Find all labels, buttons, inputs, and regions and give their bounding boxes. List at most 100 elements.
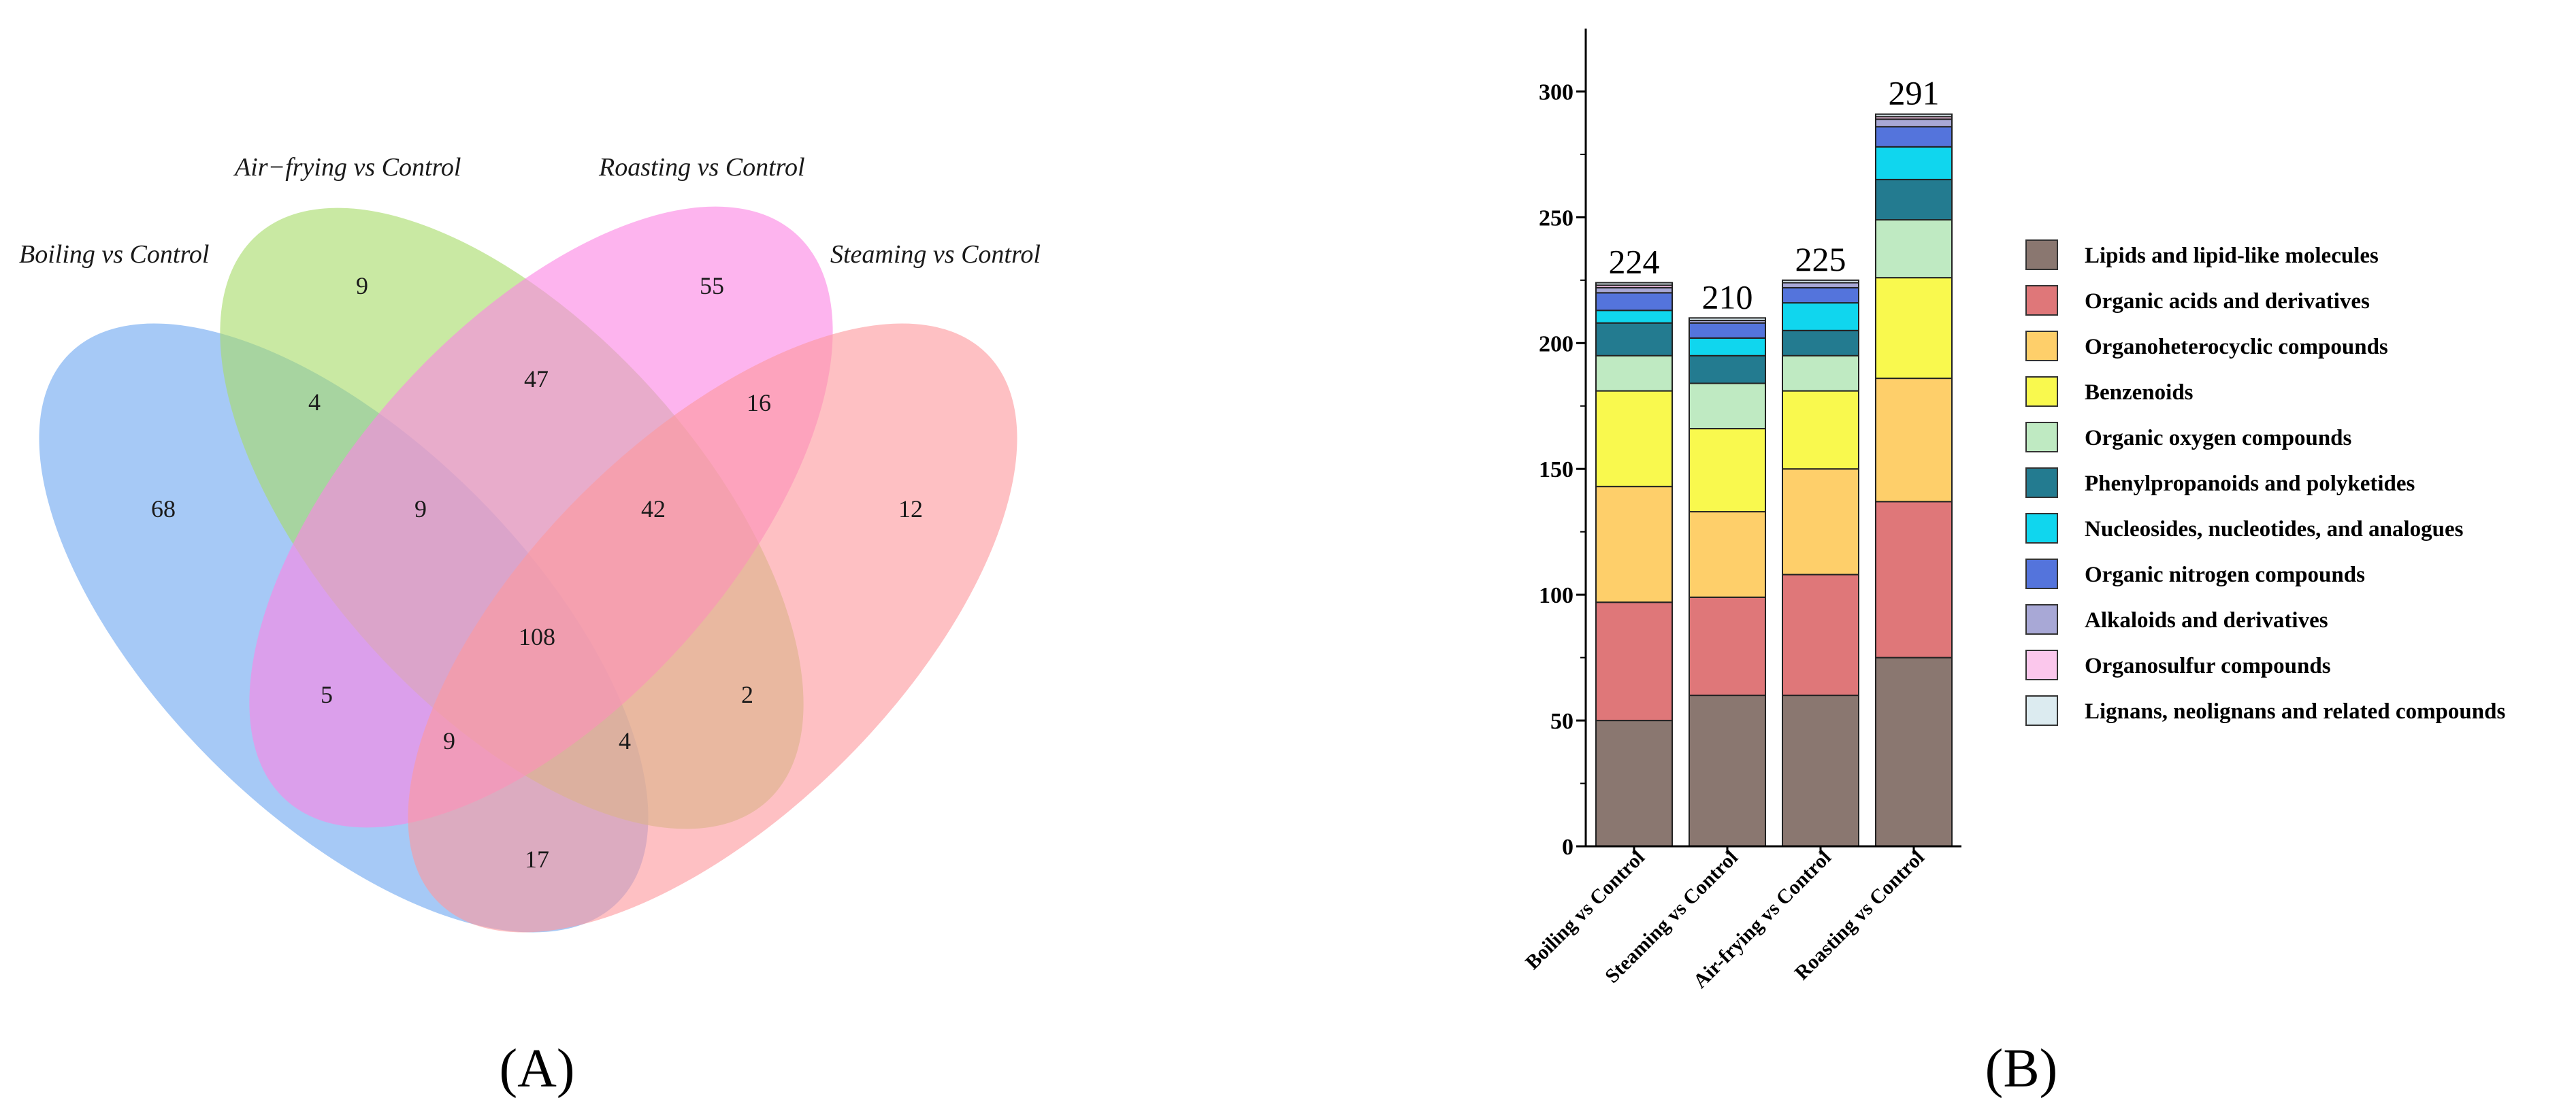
y-tick-label: 300 xyxy=(1539,80,1574,105)
bar-segment xyxy=(1595,310,1673,324)
bar-total-label: 291 xyxy=(1889,74,1940,112)
venn-ellipse-roasting xyxy=(249,206,833,828)
bar-segment xyxy=(1689,382,1766,430)
bar-segment xyxy=(1595,720,1673,847)
venn-region-count: 47 xyxy=(524,365,549,393)
legend-swatch xyxy=(2025,513,2058,544)
bar-totals: 224 210 225 291 xyxy=(1609,74,1940,316)
venn-diagram: Boiling vs Control Air−frying vs Control… xyxy=(19,153,1041,1099)
bar-segment xyxy=(1595,601,1673,722)
bar-total-label: 210 xyxy=(1702,278,1753,316)
bar-segment xyxy=(1875,378,1953,503)
legend-swatch xyxy=(2025,285,2058,316)
legend-swatch xyxy=(2025,331,2058,361)
bar-segment xyxy=(1875,219,1953,279)
bar-total-label: 224 xyxy=(1609,243,1660,281)
legend-label: Lipids and lipid-like molecules xyxy=(2085,244,2379,268)
bar-segment xyxy=(1875,657,1953,847)
bar-segment xyxy=(1875,501,1953,659)
venn-set-label-steaming: Steaming vs Control xyxy=(830,240,1041,269)
legend: Lipids and lipid-like molecules Organic … xyxy=(2025,239,2505,726)
bar-segment xyxy=(1782,329,1859,356)
bar-segment xyxy=(1875,178,1953,221)
bar-segment xyxy=(1782,302,1859,331)
legend-swatch xyxy=(2025,695,2058,726)
bar-segment xyxy=(1875,146,1953,180)
x-axis-ticks xyxy=(1633,846,1915,854)
bar-segment xyxy=(1689,337,1766,356)
bar-segment xyxy=(1595,292,1673,312)
venn-region-count: 9 xyxy=(414,495,427,522)
legend-swatch xyxy=(2025,650,2058,680)
bar-segment xyxy=(1595,354,1673,392)
venn-region-count: 5 xyxy=(321,681,333,708)
bar-segment xyxy=(1689,695,1766,847)
legend-swatch xyxy=(2025,422,2058,452)
bar-segment xyxy=(1595,286,1673,294)
venn-region-count: 9 xyxy=(443,727,455,754)
legend-swatch xyxy=(2025,559,2058,589)
y-tick-label: 150 xyxy=(1539,457,1574,482)
bar-segment xyxy=(1875,113,1953,118)
venn-set-label-roasting: Roasting vs Control xyxy=(598,153,805,182)
legend-label: Organic acids and derivatives xyxy=(2085,289,2370,314)
legend-label: Lignans, neolignans and related compound… xyxy=(2085,699,2505,724)
legend-swatch xyxy=(2025,467,2058,498)
y-tick-label: 0 xyxy=(1562,835,1574,860)
venn-region-count: 4 xyxy=(619,727,631,754)
venn-region-count: 108 xyxy=(519,623,555,650)
legend-label: Alkaloids and derivatives xyxy=(2085,608,2328,633)
legend-label: Organoheterocyclic compounds xyxy=(2085,335,2388,359)
venn-set-label-air-frying: Air−frying vs Control xyxy=(233,153,461,182)
bar-segment xyxy=(1782,279,1859,284)
bar-segment xyxy=(1689,322,1766,339)
bar-segment xyxy=(1595,322,1673,356)
y-axis-ticks xyxy=(1576,90,1586,848)
venn-region-count: 12 xyxy=(898,495,923,522)
venn-region-count: 17 xyxy=(525,846,549,873)
legend-label: Organic nitrogen compounds xyxy=(2085,563,2365,587)
venn-set-label-boiling: Boiling vs Control xyxy=(19,240,209,269)
bar-segment xyxy=(1595,486,1673,603)
y-tick-label: 200 xyxy=(1539,331,1574,356)
venn-region-count: 9 xyxy=(356,272,368,299)
bar-segment xyxy=(1595,282,1673,286)
bar-segment xyxy=(1782,468,1859,576)
bar-segment xyxy=(1782,354,1859,392)
venn-region-count: 4 xyxy=(308,388,321,416)
legend-swatch xyxy=(2025,239,2058,270)
bar-segment xyxy=(1689,596,1766,697)
legend-label: Organic oxygen compounds xyxy=(2085,426,2352,450)
bar-segment xyxy=(1782,695,1859,847)
stacked-bar-chart: 224 210 225 291 0 50 100 150 200 250 300 Bo… xyxy=(1521,29,2505,1099)
bar-segment xyxy=(1782,574,1859,697)
bar-total-label: 225 xyxy=(1795,240,1846,278)
venn-region-count: 16 xyxy=(747,389,771,416)
bar-segment xyxy=(1875,118,1953,128)
y-tick-labels: 0 50 100 150 200 250 300 xyxy=(1539,80,1574,860)
bar-segment xyxy=(1782,282,1859,288)
bar-segment xyxy=(1782,390,1859,470)
panel-label-a: (A) xyxy=(499,1039,574,1099)
venn-region-count: 55 xyxy=(700,272,724,299)
legend-label: Organosulfur compounds xyxy=(2085,654,2331,678)
venn-region-count: 68 xyxy=(151,495,176,522)
bar-segment xyxy=(1689,354,1766,384)
y-tick-label: 50 xyxy=(1550,709,1574,734)
legend-swatch xyxy=(2025,604,2058,635)
venn-region-count: 42 xyxy=(641,495,666,522)
legend-swatch xyxy=(2025,376,2058,407)
bar-segment xyxy=(1875,277,1953,380)
legend-label: Nucleosides, nucleotides, and analogues xyxy=(2085,517,2464,542)
y-tick-label: 250 xyxy=(1539,205,1574,231)
bar-segment xyxy=(1689,511,1766,598)
bar-segment xyxy=(1595,390,1673,488)
bar-segment xyxy=(1689,317,1766,322)
venn-ellipse-steaming xyxy=(408,323,1017,933)
category-labels: Boiling vs Control Steaming vs Control A… xyxy=(1521,846,1929,993)
bar-segments xyxy=(1595,113,1953,847)
legend-label: Phenylpropanoids and polyketides xyxy=(2085,471,2415,496)
y-tick-label: 100 xyxy=(1539,583,1574,608)
bar-segment xyxy=(1782,286,1859,304)
